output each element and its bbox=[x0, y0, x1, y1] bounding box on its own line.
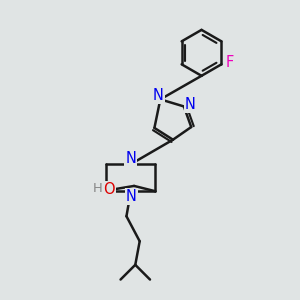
Text: N: N bbox=[125, 151, 136, 166]
Text: O: O bbox=[103, 182, 115, 197]
Text: F: F bbox=[226, 55, 234, 70]
Text: N: N bbox=[126, 189, 137, 204]
Text: N: N bbox=[185, 97, 196, 112]
Text: N: N bbox=[152, 88, 164, 103]
Text: H: H bbox=[93, 182, 103, 195]
